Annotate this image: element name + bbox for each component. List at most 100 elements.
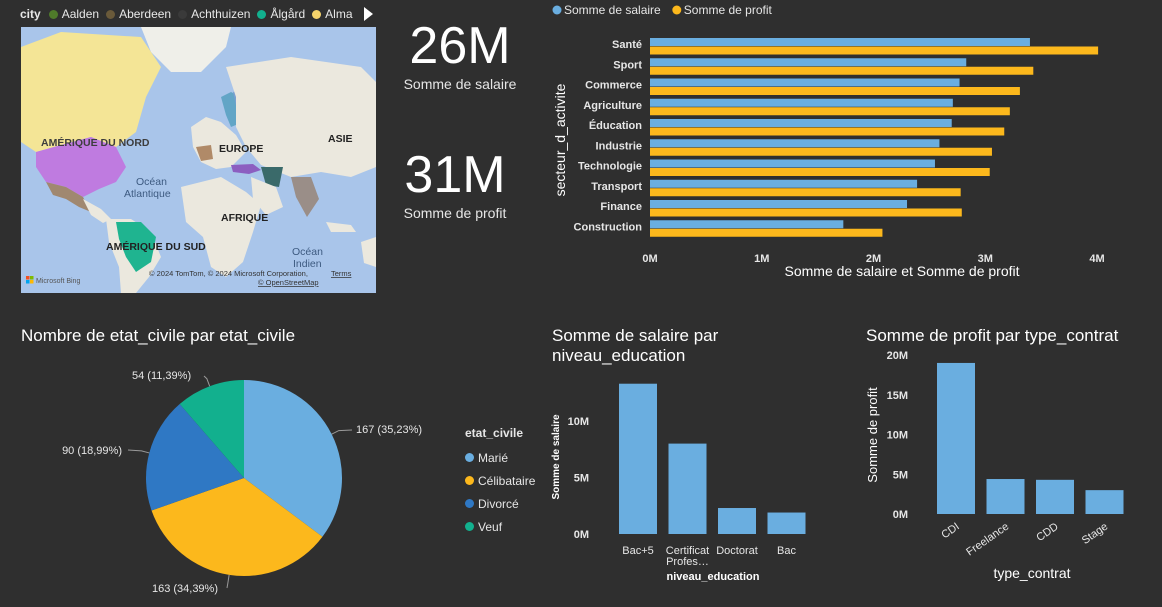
contrat-x-tick: CDI [939, 521, 961, 542]
pie-leader-line [127, 449, 150, 454]
edu-y-tick: 10M [568, 416, 589, 428]
legend-next-arrow-icon[interactable] [363, 7, 373, 21]
hbar-bar-salaire[interactable] [650, 38, 1030, 46]
edu-x-tick: Bac+5 [622, 545, 654, 557]
contrat-y-tick: 0M [893, 509, 908, 521]
hbar-category-label: Commerce [585, 80, 642, 92]
hbar-bar-profit[interactable] [650, 147, 992, 156]
pie-data-label-2: 90 (18,99%) [62, 445, 122, 457]
hbar-bar-salaire[interactable] [650, 78, 960, 87]
world-map[interactable]: AMÉRIQUE DU NORD EUROPE ASIE Océan Atlan… [21, 27, 376, 293]
hbar-bar-salaire[interactable] [650, 179, 918, 188]
pie-leader-line [226, 574, 230, 589]
hbar-bar-salaire[interactable] [650, 58, 967, 67]
map-legend-item-0[interactable]: Aalden [48, 7, 100, 21]
pie-legend-label: Veuf [478, 519, 503, 534]
hbar-bar-salaire[interactable] [650, 119, 952, 127]
hbar-bar-salaire[interactable] [650, 159, 935, 168]
contrat-x-axis-title: type_contrat [993, 565, 1070, 581]
edu-x-tick: Profes… [666, 556, 709, 568]
pie-slice-2[interactable] [146, 404, 244, 511]
map-legend-item-label: Aberdeen [119, 7, 172, 21]
chart-secteur: Somme de salaire Somme de profit Santé Spor… [552, 3, 1105, 279]
contrat-y-tick: 15M [887, 390, 908, 402]
hbar-category-label: Santé [612, 39, 642, 51]
hbar-bar-salaire[interactable] [650, 139, 940, 148]
kpi-profit-value: 31M [404, 146, 506, 204]
map-osm-link[interactable]: © OpenStreetMap [258, 278, 319, 287]
contrat-bar[interactable] [986, 479, 1025, 514]
hbar-bar-salaire[interactable] [650, 98, 953, 107]
edu-title-line2: niveau_education [552, 346, 686, 365]
map-label-ocean-ind-2: Indien [293, 258, 322, 270]
edu-bar[interactable] [718, 508, 756, 534]
edu-x-axis-title: niveau_education [667, 571, 760, 583]
legend-dot-icon [465, 522, 474, 531]
map-label-ocean-atl-1: Océan [136, 176, 167, 188]
hbar-x-tick: 3M [978, 253, 993, 265]
hbar-category-label: Éducation [589, 119, 642, 132]
map-legend-item-4[interactable]: Alma [312, 7, 353, 21]
pie-legend-label: Marié [478, 450, 509, 465]
contrat-y-tick: 20M [887, 350, 908, 362]
edu-bar[interactable] [619, 383, 657, 534]
hbar-bar-profit[interactable] [650, 46, 1099, 55]
edu-bar[interactable] [668, 443, 707, 534]
kpi-salaire: 26M Somme de salaire [380, 16, 540, 92]
hbar-bar-profit[interactable] [650, 127, 1005, 136]
hbar-category-label: Sport [613, 59, 642, 71]
map-legend-item-3[interactable]: Ålgård [257, 7, 305, 21]
legend-dot-icon [465, 453, 474, 462]
pie-legend-label: Célibataire [478, 473, 536, 488]
hbar-bar-profit[interactable] [650, 87, 1020, 95]
hbar-category-label: Industrie [596, 140, 642, 152]
hbar-category-label: Construction [574, 221, 643, 233]
pie-slice-3[interactable] [179, 380, 244, 478]
hbar-x-axis-title: Somme de salaire et Somme de profit [785, 263, 1020, 279]
map-terms-link[interactable]: Terms [331, 269, 352, 278]
hbar-bar-profit[interactable] [650, 208, 962, 217]
bing-logo: Microsoft Bing [36, 278, 80, 285]
kpi-profit: 31M Somme de profit [375, 145, 535, 221]
contrat-bar[interactable] [1036, 479, 1074, 514]
pie-leader-line [203, 375, 211, 387]
legend-dot-icon [106, 9, 116, 19]
hbar-bar-profit[interactable] [650, 168, 990, 176]
hbar-bar-salaire[interactable] [650, 200, 908, 208]
pie-legend-item-3[interactable]: Veuf [465, 515, 535, 538]
pie-slice-0[interactable] [244, 380, 342, 537]
pie-legend-title: etat_civile [465, 426, 524, 440]
hbar-bar-salaire[interactable] [650, 220, 844, 229]
legend-dot-icon [48, 9, 58, 19]
hbar-bar-profit[interactable] [650, 66, 1034, 75]
pie-leader-line [331, 429, 353, 435]
hbar-bar-profit[interactable] [650, 107, 1010, 116]
map-label-ocean-ind-1: Océan [292, 246, 323, 258]
pie-legend-item-2[interactable]: Divorcé [465, 492, 535, 515]
map-legend-item-label: Achthuizen [191, 7, 251, 21]
map-attribution: © 2024 TomTom, © 2024 Microsoft Corporat… [149, 269, 308, 278]
hbar-legend-label-1: Somme de profit [684, 3, 773, 17]
contrat-bar[interactable] [937, 362, 975, 514]
map-legend-item-label: Aalden [61, 7, 100, 21]
hbar-bar-profit[interactable] [650, 188, 961, 197]
pie-legend-item-0[interactable]: Marié [465, 446, 535, 469]
pie-data-label-1: 163 (34,39%) [152, 583, 218, 595]
pie-slice-1[interactable] [151, 478, 323, 576]
hbar-bar-profit[interactable] [650, 228, 883, 237]
hbar-y-axis-title: secteur_d_activite [552, 83, 568, 196]
contrat-bar[interactable] [1085, 490, 1124, 514]
edu-title: Somme de salaire par niveau_education [552, 326, 718, 366]
hbar-legend-dot-icon [672, 5, 682, 15]
pie-legend-item-1[interactable]: Célibataire [465, 469, 535, 492]
map-legend-item-2[interactable]: Achthuizen [178, 7, 250, 21]
map-legend-items: Aalden Aberdeen Achthuizen Ålgård Alma [48, 7, 360, 21]
edu-y-tick: 5M [574, 473, 589, 485]
legend-dot-icon [312, 9, 322, 19]
pie-legend-items: Marié Célibataire Divorcé Veuf [465, 446, 535, 538]
map-legend-item-1[interactable]: Aberdeen [106, 7, 171, 21]
map-legend-item-label: Ålgård [270, 7, 306, 21]
chart-etat-civile: 167 (35,23%) 163 (34,39%) 90 (18,99%) 54 (1… [62, 370, 422, 595]
hbar-category-label: Finance [600, 201, 642, 213]
edu-bar[interactable] [767, 512, 806, 534]
